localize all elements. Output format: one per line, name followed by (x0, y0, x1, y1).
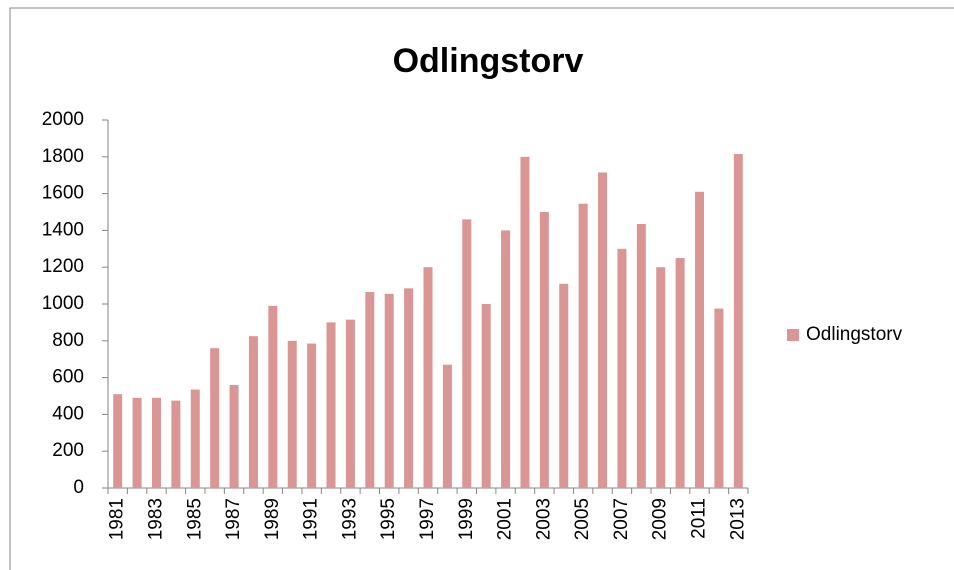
bar (229, 384, 239, 488)
x-tick-label: 2013 (727, 498, 748, 540)
bar (345, 319, 355, 488)
legend-label: Odlingstorv (806, 324, 903, 345)
bar (171, 400, 181, 488)
legend-swatch (787, 329, 799, 341)
x-tick-label: 2003 (533, 498, 554, 540)
x-tick-label: 2005 (572, 498, 593, 540)
y-tick-label: 1200 (42, 256, 84, 277)
x-tick-label: 1993 (339, 498, 360, 540)
bar (539, 212, 549, 488)
y-tick-label: 200 (52, 440, 84, 461)
chart-title: Odlingstorv (393, 42, 584, 80)
y-tick-label: 800 (52, 330, 84, 351)
bar (462, 219, 472, 489)
y-tick-label: 1000 (42, 293, 84, 314)
y-tick-label: 1400 (42, 219, 84, 240)
bar (132, 397, 142, 488)
bar (617, 248, 627, 488)
bar (404, 288, 414, 488)
y-tick-label: 0 (73, 477, 84, 498)
x-tick-label: 1989 (262, 498, 283, 540)
bar (520, 156, 530, 489)
bar (365, 292, 375, 488)
x-tick-label: 1987 (223, 498, 244, 540)
bar (598, 172, 608, 488)
bar (151, 397, 161, 488)
y-tick-label: 600 (52, 367, 84, 388)
bar (578, 203, 588, 488)
bar (326, 322, 336, 488)
x-tick-label: 1999 (456, 498, 477, 540)
y-tick-label: 1600 (42, 183, 84, 204)
x-tick-label: 2007 (611, 498, 632, 540)
x-tick-label: 1997 (417, 498, 438, 540)
bar (733, 154, 743, 489)
bar (287, 340, 297, 488)
bar (384, 293, 394, 488)
bar (501, 230, 511, 488)
x-tick-label: 1995 (378, 498, 399, 540)
x-tick-label: 2001 (495, 498, 516, 540)
x-tick-label: 1985 (184, 498, 205, 540)
bar (675, 258, 685, 488)
bar (695, 191, 705, 488)
bar (210, 348, 220, 488)
bar (190, 389, 200, 488)
bar (248, 336, 258, 488)
y-tick-label: 400 (52, 403, 84, 424)
bar (559, 283, 569, 488)
x-tick-label: 2009 (650, 498, 671, 540)
x-tick-label: 2011 (689, 498, 710, 539)
bar (307, 343, 317, 488)
x-tick-label: 1983 (146, 498, 167, 540)
y-tick-label: 1800 (42, 146, 84, 167)
x-tick-label: 1991 (301, 498, 322, 540)
bar (268, 305, 278, 488)
x-tick-label: 1981 (107, 498, 128, 540)
bar (423, 267, 433, 488)
bar (636, 223, 646, 488)
bar (442, 364, 452, 488)
bar (113, 394, 123, 488)
bar (714, 308, 724, 488)
bar (656, 267, 666, 488)
y-tick-label: 2000 (42, 109, 84, 130)
bar (481, 304, 491, 488)
